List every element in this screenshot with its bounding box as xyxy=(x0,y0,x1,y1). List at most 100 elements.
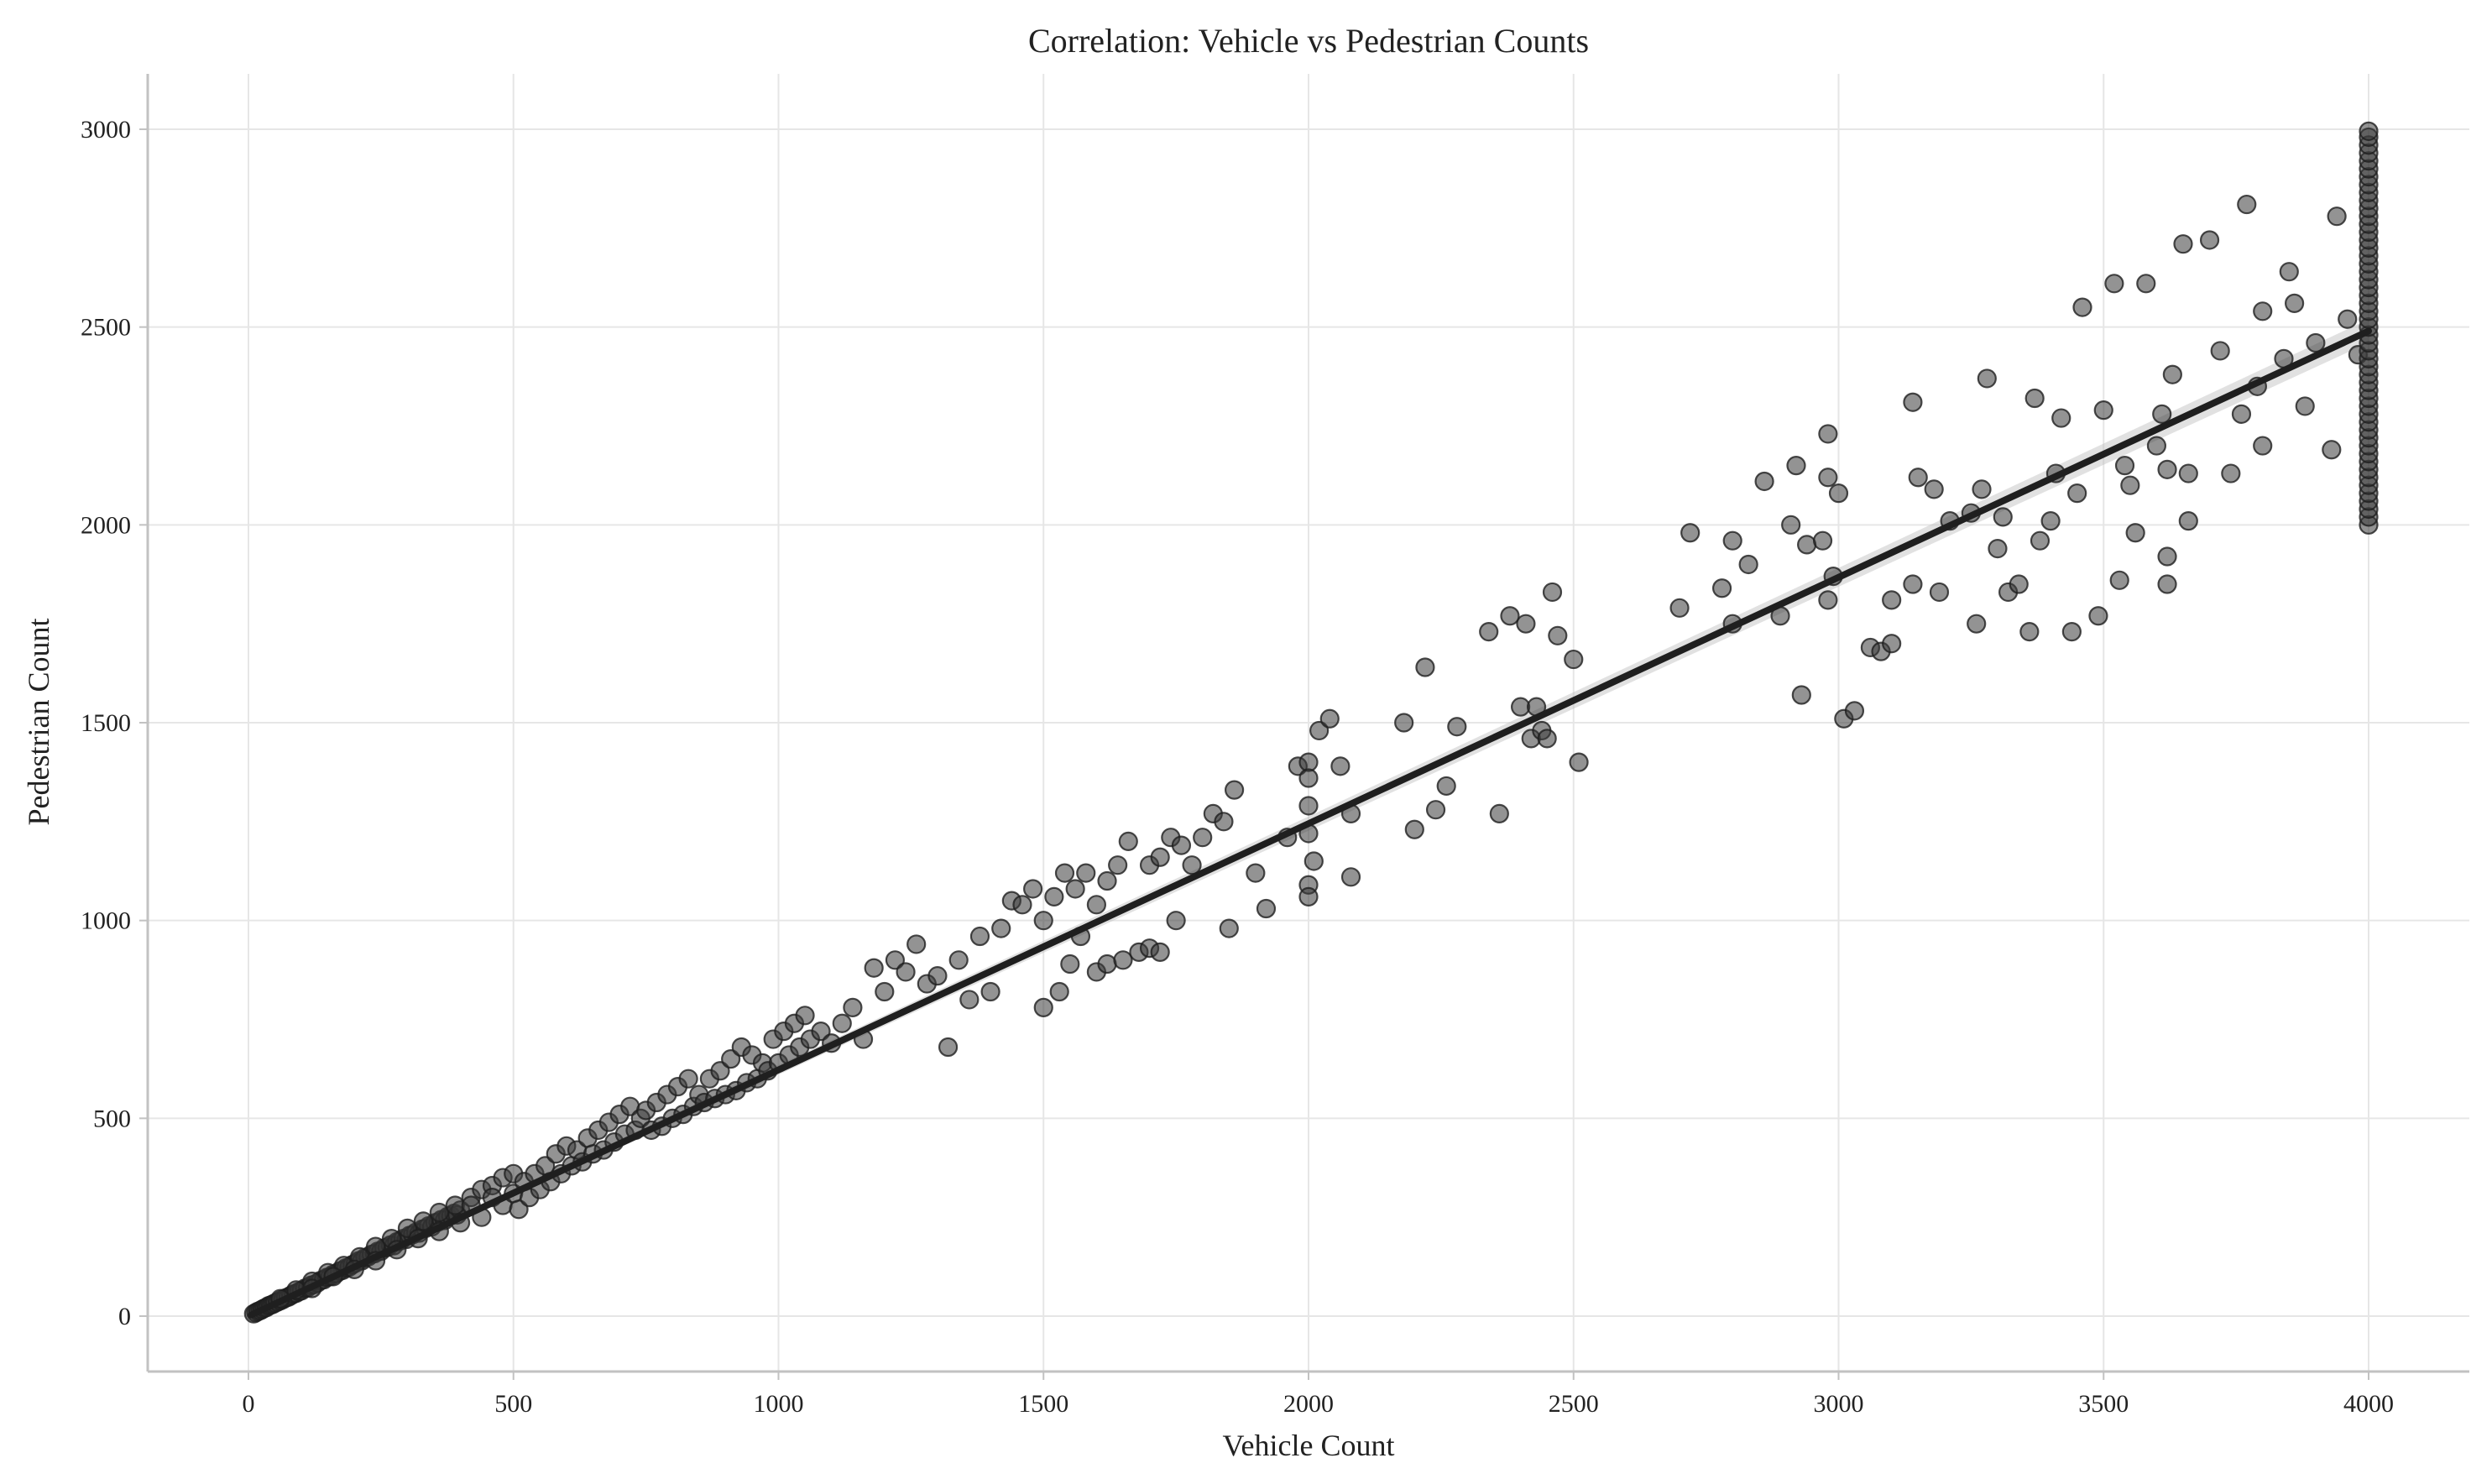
scatter-point xyxy=(959,990,980,1010)
scatter-point xyxy=(2285,293,2305,313)
scatter-point xyxy=(864,958,884,978)
scatter-point xyxy=(1097,954,1117,975)
scatter-point xyxy=(1818,424,1838,444)
scatter-point xyxy=(1447,717,1467,737)
scatter-point xyxy=(1415,657,1435,677)
scatter-point xyxy=(1972,479,1992,499)
scatter-point xyxy=(843,997,863,1017)
scatter-point xyxy=(2093,400,2113,421)
y-tick-label: 1500 xyxy=(81,709,131,737)
scatter-point xyxy=(2157,546,2177,567)
scatter-point xyxy=(2178,511,2198,531)
scatter-point xyxy=(2279,262,2299,282)
scatter-point xyxy=(875,981,895,1002)
y-tick-label: 3000 xyxy=(81,116,131,144)
scatter-point xyxy=(1738,554,1758,575)
scatter-point xyxy=(2125,523,2145,543)
scatter-point xyxy=(2221,463,2241,483)
scatter-point xyxy=(2040,511,2061,531)
scatter-point xyxy=(1500,606,1520,626)
x-tick-label: 3000 xyxy=(1814,1390,1864,1418)
y-axis-label: Pedestrian Count xyxy=(22,619,55,826)
scatter-point xyxy=(1060,954,1080,975)
x-tick-label: 0 xyxy=(242,1390,254,1418)
scatter-point xyxy=(1722,530,1742,551)
scatter-point xyxy=(906,934,927,954)
scatter-point xyxy=(1256,898,1277,919)
scatter-point xyxy=(2173,234,2193,254)
scatter-point xyxy=(413,1211,433,1231)
scatter-point xyxy=(2030,530,2051,551)
regression-layer xyxy=(248,327,2373,1319)
scatter-point xyxy=(2051,408,2071,428)
scatter-point xyxy=(1489,803,1509,824)
scatter-point xyxy=(2178,463,2198,483)
scatter-point xyxy=(1113,950,1133,970)
scatter-point xyxy=(1669,598,1690,618)
scatter-point xyxy=(1319,708,1340,729)
scatter-point xyxy=(1108,855,1128,875)
scatter-point xyxy=(1097,870,1117,891)
scatter-point xyxy=(1791,685,1811,705)
x-axis-label: Vehicle Count xyxy=(1223,1429,1395,1462)
scatter-point xyxy=(1193,828,1213,848)
scatter-point xyxy=(1977,368,1997,389)
scatter-point xyxy=(1436,776,1456,797)
scatter-point xyxy=(2157,574,2177,594)
scatter-point xyxy=(1303,851,1324,871)
scatter-point xyxy=(1150,942,1170,962)
scatter-point xyxy=(2338,309,2358,329)
scatter-point xyxy=(1711,578,1732,598)
scatter-point xyxy=(2359,121,2379,141)
scatter-point xyxy=(1786,456,1806,476)
x-tick-label: 500 xyxy=(494,1390,532,1418)
scatter-point xyxy=(948,950,969,970)
scatter-point xyxy=(678,1069,698,1089)
scatter-point xyxy=(1033,911,1053,931)
scatter-point xyxy=(1171,835,1192,855)
scatter-point xyxy=(2210,341,2230,361)
scatter-point xyxy=(1298,796,1319,816)
scatter-point xyxy=(1754,471,1774,492)
scatter-point xyxy=(1049,981,1069,1002)
scatter-point xyxy=(969,926,990,947)
scatter-point xyxy=(2322,440,2342,460)
scatter-point xyxy=(1542,582,1563,603)
scatter-point xyxy=(2120,475,2140,495)
scatter-point xyxy=(1812,530,1833,551)
scatter-point xyxy=(2009,574,2029,594)
scatter-point xyxy=(832,1013,852,1033)
scatter-point xyxy=(2019,621,2040,642)
scatter-point xyxy=(927,966,948,986)
scatter-point xyxy=(980,981,1000,1002)
scatter-point xyxy=(1219,918,1239,938)
scatter-point xyxy=(2306,332,2326,353)
scatter-point xyxy=(1564,649,1584,670)
scatter-point xyxy=(2253,436,2273,456)
x-tick-label: 1500 xyxy=(1018,1390,1068,1418)
scatter-point xyxy=(1298,886,1319,907)
scatter-point xyxy=(2199,230,2220,250)
scatter-point xyxy=(1065,879,1085,899)
scatter-point xyxy=(1929,582,1950,603)
scatter-point xyxy=(1224,780,1245,800)
x-tick-label: 2000 xyxy=(1283,1390,1334,1418)
scatter-point xyxy=(1033,997,1053,1017)
scatter-point xyxy=(1537,729,1557,749)
scatter-point xyxy=(2136,274,2156,294)
scatter-point xyxy=(938,1037,959,1058)
scatter-point xyxy=(1214,812,1234,832)
scatter-point xyxy=(429,1202,449,1223)
scatter-point xyxy=(2088,606,2108,626)
scatter-point xyxy=(1818,468,1838,488)
scatter-point xyxy=(1076,863,1096,883)
y-tick-label: 2500 xyxy=(81,314,131,342)
scatter-point xyxy=(1044,886,1064,907)
scatter-point xyxy=(1182,855,1202,875)
scatter-point xyxy=(1548,625,1568,645)
scatter-point xyxy=(1797,535,1817,555)
scatter-point xyxy=(1340,867,1361,887)
scatter-point xyxy=(1118,831,1138,852)
scatter-point xyxy=(2072,297,2092,317)
